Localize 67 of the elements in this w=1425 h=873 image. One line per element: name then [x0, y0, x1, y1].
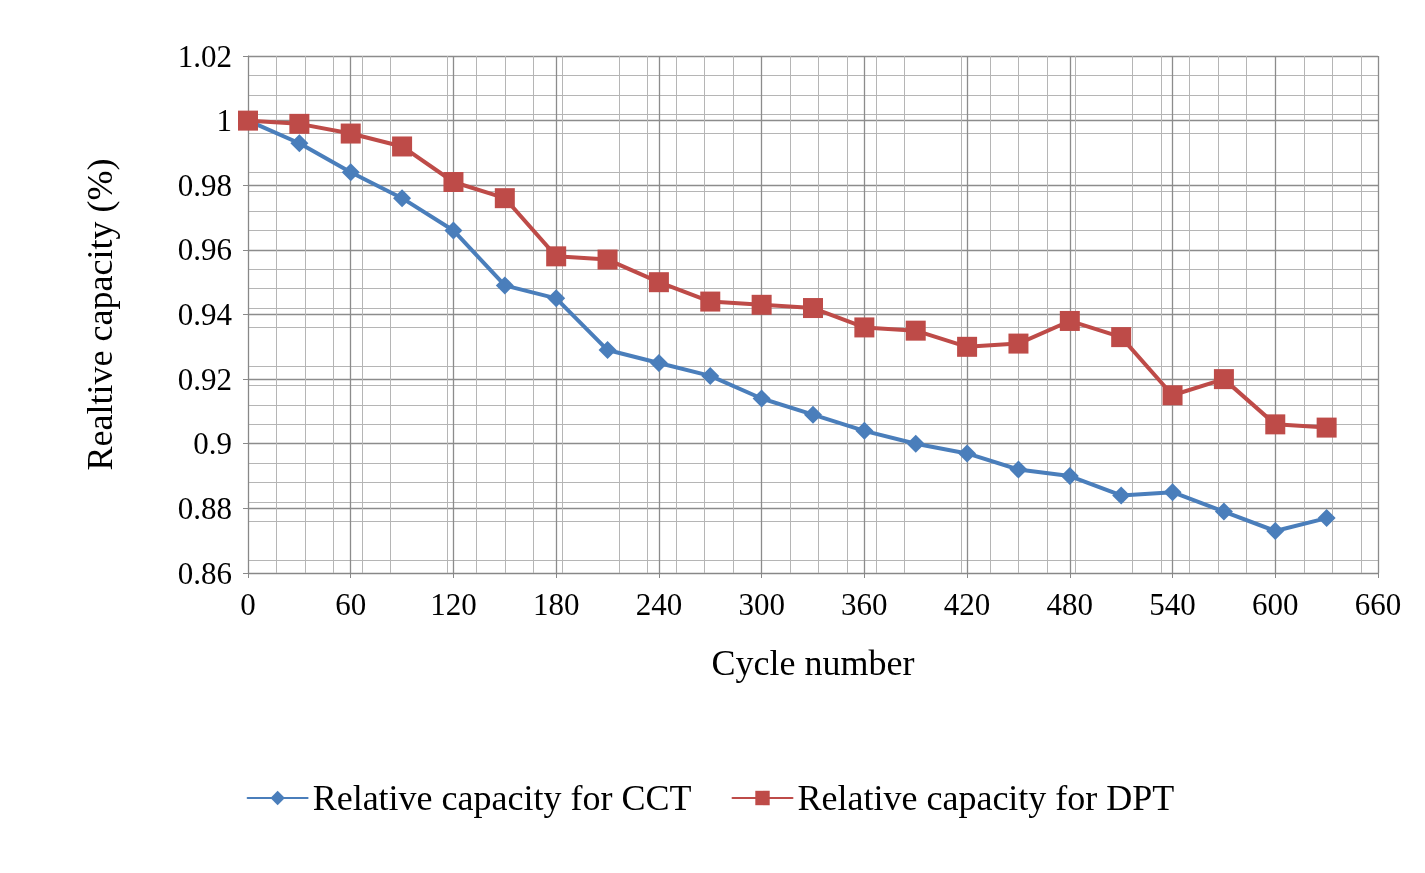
point: [1266, 521, 1285, 540]
point: [1112, 486, 1131, 505]
x-tick-label: 420: [943, 587, 991, 622]
legend-label: Relative capacity for DPT: [797, 778, 1175, 818]
point: [649, 353, 668, 372]
point: [392, 136, 413, 157]
point: [854, 317, 875, 338]
point: [804, 405, 822, 424]
y-tick-label: 0.9: [193, 426, 232, 462]
x-tick-label: 240: [635, 587, 683, 622]
y-tick-label: 0.98: [177, 167, 232, 203]
point: [855, 421, 874, 440]
point: [443, 172, 464, 193]
x-tick-label: 600: [1252, 587, 1299, 622]
point: [957, 336, 978, 357]
point: [444, 221, 463, 240]
point: [1213, 369, 1234, 390]
y-tick-label: 1: [216, 103, 232, 139]
y-tick-label: 0.86: [177, 555, 232, 591]
y-tick-label: 0.88: [177, 490, 232, 526]
y-axis-title: Realtive capacity (%): [80, 158, 120, 471]
point: [648, 272, 669, 293]
point: [289, 113, 310, 134]
point: [547, 289, 566, 308]
y-tick-label: 0.92: [177, 361, 232, 397]
point: [1060, 467, 1079, 486]
x-tick-label: 0: [240, 587, 256, 622]
y-tick-label: 0.94: [177, 297, 233, 332]
point: [1008, 333, 1029, 354]
point: [751, 294, 772, 315]
point: [1214, 502, 1233, 521]
point: [340, 123, 361, 144]
point: [701, 366, 720, 385]
point: [700, 291, 721, 312]
x-tick-label: 360: [841, 587, 888, 622]
point: [958, 444, 977, 463]
point: [597, 249, 618, 270]
point: [803, 298, 823, 319]
x-axis-title: Cycle number: [711, 643, 915, 683]
x-tick-label: 300: [738, 587, 785, 622]
y-tick-label: 0.96: [177, 232, 232, 268]
point: [546, 246, 567, 267]
point: [1265, 414, 1286, 435]
point: [905, 320, 926, 341]
point: [752, 389, 771, 408]
point: [1316, 417, 1337, 438]
x-tick-label: 660: [1354, 587, 1402, 622]
y-tick-label: 1.02: [177, 38, 232, 74]
point: [598, 341, 617, 360]
point: [290, 134, 309, 153]
point: [393, 189, 412, 208]
point: [1059, 310, 1080, 331]
point: [495, 276, 514, 295]
point: [494, 188, 515, 209]
point: [1162, 385, 1183, 406]
x-tick-label: 60: [335, 587, 367, 622]
point: [1111, 327, 1132, 348]
point: [1009, 460, 1028, 479]
x-tick-label: 180: [532, 587, 580, 622]
point: [341, 163, 360, 182]
x-tick-label: 540: [1149, 587, 1196, 622]
x-tick-label: 120: [430, 587, 477, 622]
point: [1163, 483, 1182, 502]
point: [1317, 509, 1336, 528]
legend-label: Relative capacity for CCT: [312, 778, 692, 818]
point: [906, 434, 925, 453]
x-tick-label: 480: [1046, 587, 1094, 622]
